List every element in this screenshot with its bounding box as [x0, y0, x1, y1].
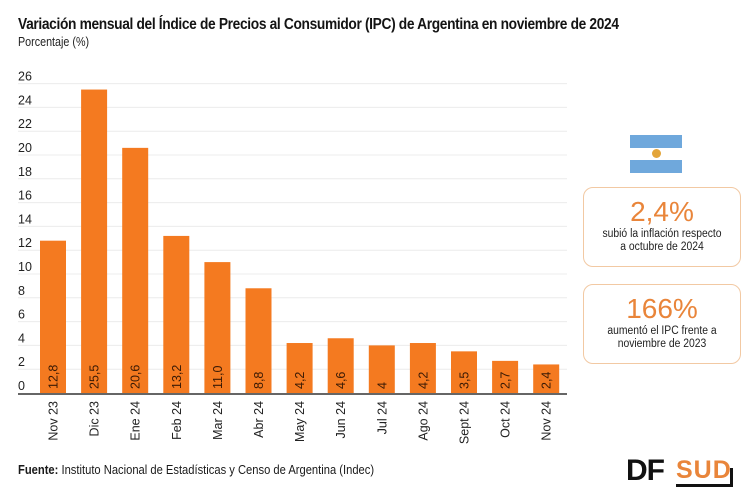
y-tick-label: 2 — [18, 355, 25, 369]
bar — [327, 338, 354, 393]
bar-value-label: 13,2 — [170, 365, 184, 389]
chart-subtitle: Porcentaje (%) — [18, 35, 90, 49]
bar-value-label: 12,8 — [47, 365, 61, 389]
x-tick-label: Abr 24 — [252, 401, 266, 438]
y-tick-label: 16 — [18, 189, 32, 203]
bar — [533, 364, 560, 393]
bar — [451, 351, 477, 393]
bar — [245, 288, 272, 393]
y-tick-label: 18 — [18, 165, 32, 179]
bar-value-label: 2,7 — [499, 372, 513, 389]
y-tick-label: 4 — [18, 331, 25, 345]
argentina-flag-icon — [630, 135, 682, 173]
x-tick-label: Jul 24 — [375, 401, 389, 434]
y-tick-label: 20 — [18, 141, 32, 155]
y-tick-label: 22 — [18, 117, 32, 131]
annual-inflation-card: 166% aumentó el IPC frente a noviembre d… — [583, 284, 741, 364]
y-tick-label: 0 — [18, 379, 25, 393]
x-tick-label: Jun 24 — [334, 401, 348, 439]
card-description-line1: aumentó el IPC frente a — [607, 325, 717, 337]
flag-stripe-bottom — [630, 160, 682, 173]
card-description-line2: a octubre de 2024 — [620, 241, 704, 253]
x-tick-label: May 24 — [293, 401, 307, 442]
x-tick-label: Ene 24 — [129, 401, 143, 441]
logo-bracket — [730, 468, 733, 487]
y-tick-label: 24 — [18, 93, 32, 107]
y-tick-label: 8 — [18, 284, 25, 298]
bar-value-label: 4,2 — [416, 372, 430, 389]
bar — [368, 345, 395, 393]
chart-title: Variación mensual del Índice de Precios … — [18, 16, 619, 33]
card-value: 2,4% — [630, 196, 694, 227]
y-tick-label: 14 — [18, 212, 32, 226]
flag-sun — [652, 149, 661, 158]
card-description-line2: noviembre de 2023 — [617, 338, 707, 350]
logo-df: DF — [626, 454, 665, 487]
bar-value-label: 8,8 — [252, 372, 266, 389]
bar — [409, 343, 436, 393]
logo-sud: SUD — [676, 456, 732, 484]
x-tick-label: Feb 24 — [170, 401, 184, 440]
bar-value-label: 4,6 — [334, 372, 348, 389]
card-description-line1: subió la inflación respecto — [602, 228, 722, 240]
bar — [122, 147, 149, 393]
x-tick-label: Mar 24 — [211, 401, 225, 440]
bar-value-label: 2,4 — [540, 372, 554, 389]
bar — [204, 262, 231, 393]
bar — [286, 343, 313, 393]
card-value: 166% — [626, 293, 698, 324]
x-tick-label: Nov 24 — [540, 401, 554, 441]
y-tick-label: 12 — [18, 236, 32, 250]
x-tick-label: Oct 24 — [499, 401, 513, 438]
bar-value-label: 20,6 — [129, 365, 143, 389]
bar-value-label: 4 — [375, 382, 389, 389]
bar-value-label: 4,2 — [293, 372, 307, 389]
y-tick-label: 6 — [18, 308, 25, 322]
y-tick-label: 10 — [18, 260, 32, 274]
dfsud-logo: DF SUD — [626, 454, 738, 488]
source-text: Instituto Nacional de Estadísticas y Cen… — [58, 462, 375, 477]
source-label: Fuente: — [18, 462, 59, 477]
monthly-inflation-card: 2,4% subió la inflación respecto a octub… — [583, 187, 741, 267]
bar — [163, 235, 190, 393]
bar — [492, 360, 519, 393]
x-tick-label: Nov 23 — [47, 401, 61, 441]
bar-value-label: 11,0 — [211, 366, 225, 389]
x-tick-label: Sept 24 — [458, 401, 472, 444]
x-tick-label: Dic 23 — [88, 401, 102, 436]
bar — [81, 89, 108, 394]
bar-value-label: 3,5 — [458, 372, 472, 389]
bar — [40, 240, 66, 393]
x-tick-label: Ago 24 — [416, 401, 430, 441]
y-tick-label: 26 — [18, 70, 32, 84]
source-note: Fuente: Instituto Nacional de Estadístic… — [18, 462, 374, 477]
flag-stripe-top — [630, 135, 682, 148]
logo-underline — [676, 484, 732, 487]
bar-value-label: 25,5 — [88, 365, 102, 389]
